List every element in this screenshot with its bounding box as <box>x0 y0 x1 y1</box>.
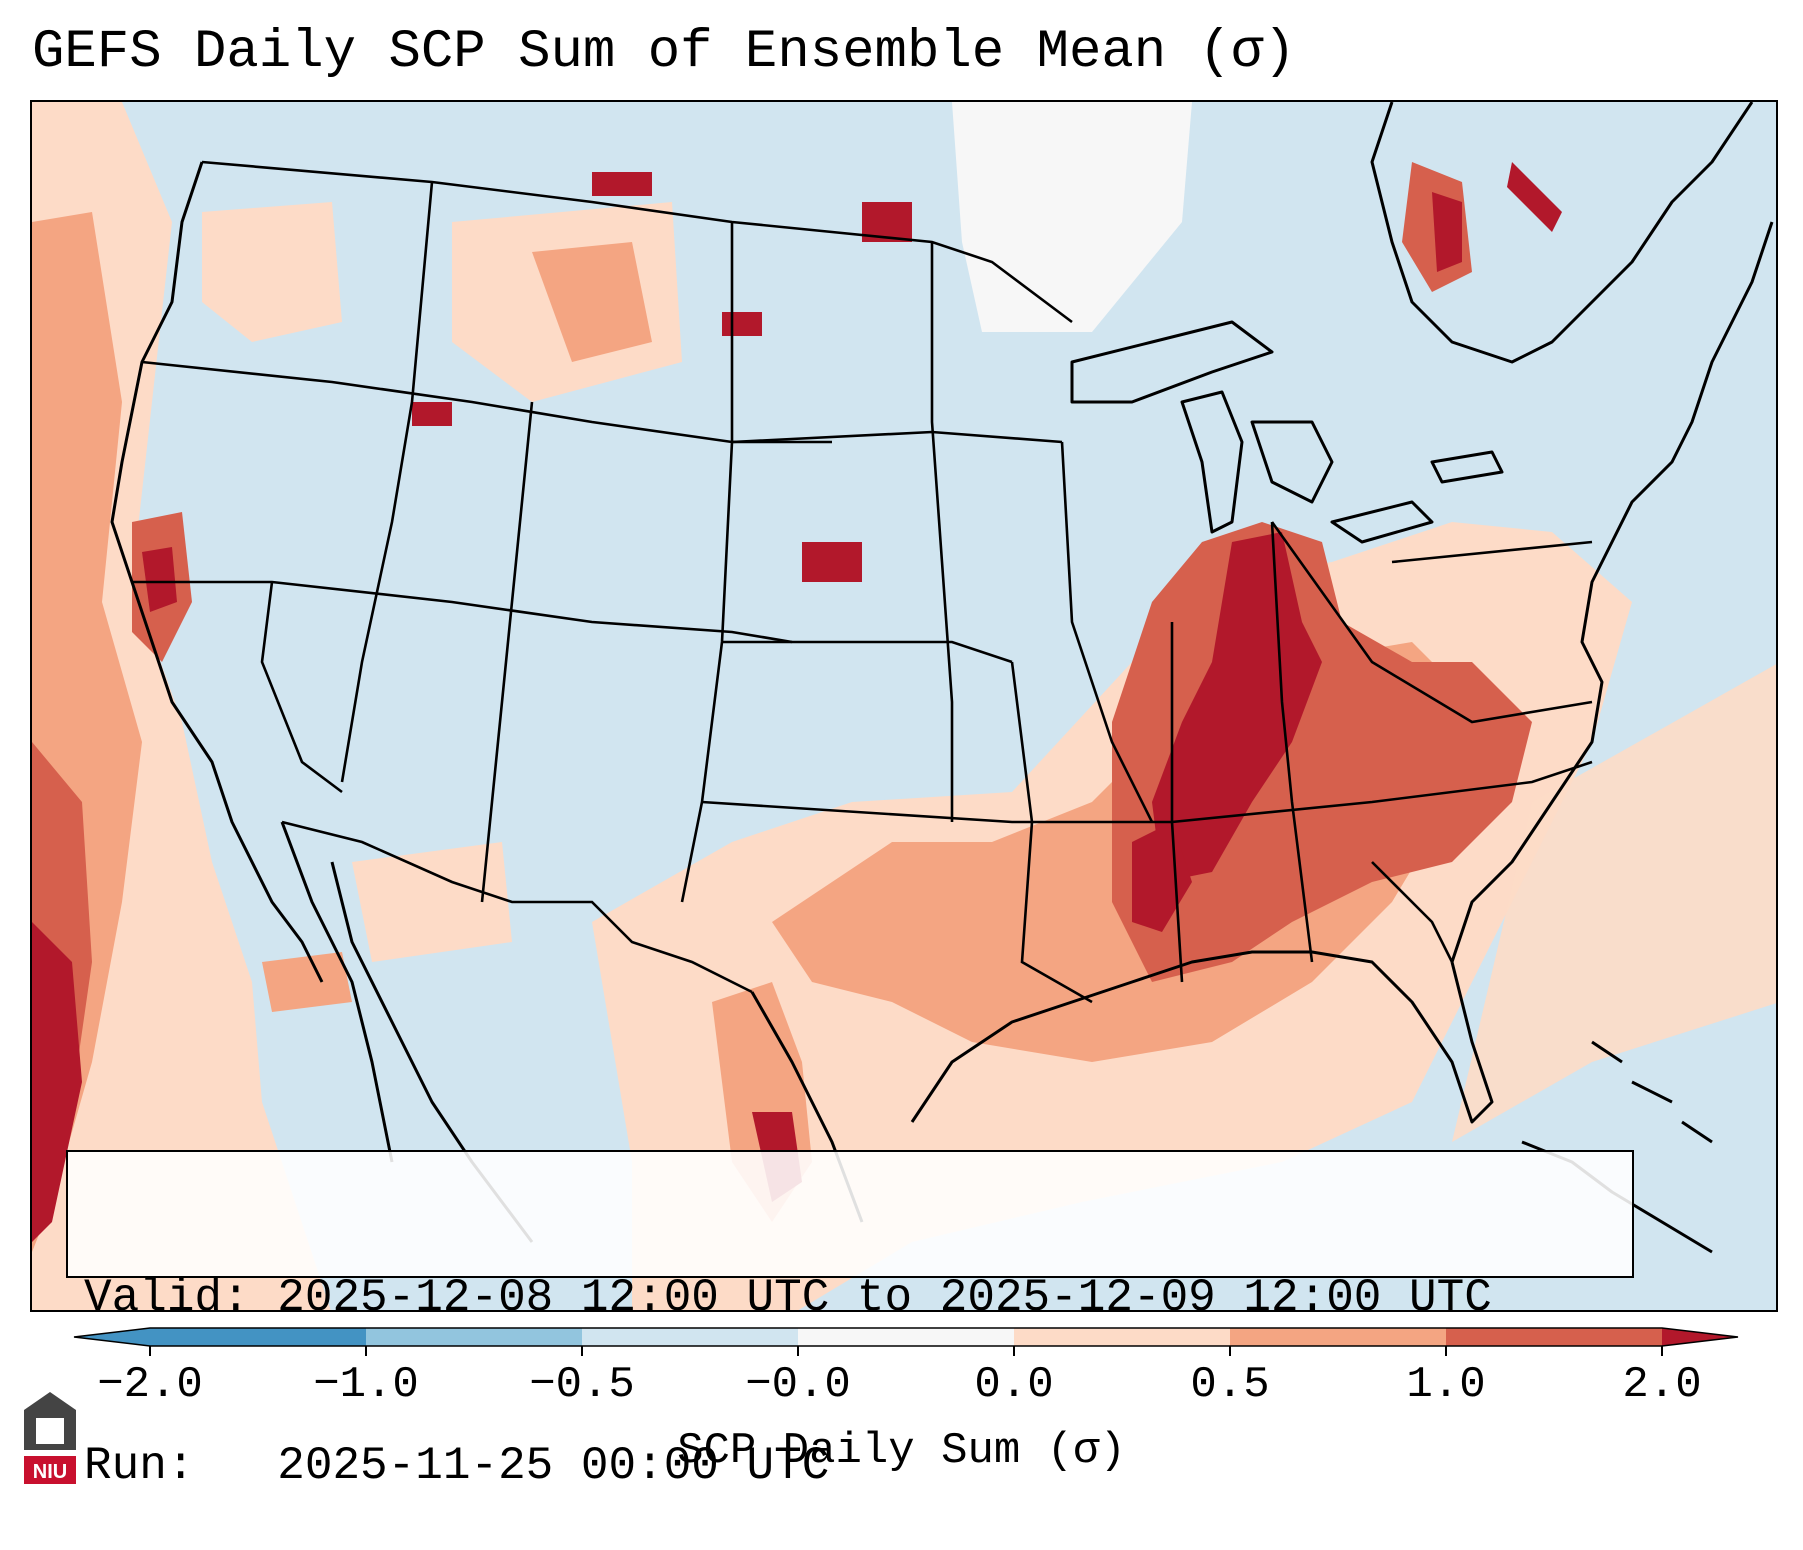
atlantic-coastline <box>1450 221 1774 963</box>
state-line-south-carolina <box>1371 861 1454 963</box>
colorbar-segment <box>582 1328 799 1346</box>
state-line-tennessee <box>701 760 1593 824</box>
canada-coastline <box>1370 102 1754 364</box>
logo-window <box>36 1418 64 1444</box>
colorbar-tick-label: −1.0 <box>313 1360 419 1410</box>
quebec-max <box>1432 192 1462 272</box>
lake-michigan <box>1180 390 1244 534</box>
pacific-max-core <box>32 922 82 1242</box>
political-borders <box>132 160 1593 1004</box>
colorbar-extend-low <box>74 1328 150 1346</box>
state-line-idaho-west <box>340 181 434 783</box>
az-light <box>352 842 512 962</box>
lake-huron <box>1250 420 1334 504</box>
state-line-georgia <box>1270 521 1314 963</box>
colorbar-tick-label: −0.0 <box>745 1360 851 1410</box>
colorbar-segment <box>798 1328 1015 1346</box>
run-time-line: Run: 2025-11-25 00:00 UTC <box>84 1440 830 1492</box>
colorbar-tick-label: −2.0 <box>97 1360 203 1410</box>
state-line-arkansas <box>1010 661 1093 1004</box>
state-line-dakota <box>731 430 1063 444</box>
nd-max-2 <box>722 312 762 336</box>
state-line-plains <box>930 242 954 822</box>
us-mexico-border <box>281 820 753 994</box>
state-line-nevada <box>260 581 343 794</box>
quebec-max-2 <box>1507 162 1562 232</box>
logo-banner <box>24 1456 76 1484</box>
colorbar-segment <box>150 1328 367 1346</box>
colorbar-segment <box>366 1328 583 1346</box>
lake-superior <box>1070 320 1274 404</box>
neutral-zone-canada <box>952 102 1192 332</box>
colorbar-label: SCP Daily Sum (σ) <box>677 1426 1126 1476</box>
lake-erie <box>1330 500 1434 544</box>
state-line-utah <box>480 401 534 903</box>
pnw-light <box>202 202 342 342</box>
colorbar-tick-label: 2.0 <box>1622 1360 1702 1410</box>
max-core-indiana-tennessee <box>1152 532 1322 882</box>
state-line-illinois <box>1060 441 1154 823</box>
colorbar-segment <box>1446 1328 1663 1346</box>
scp-map <box>32 102 1776 1310</box>
id-max <box>412 402 452 426</box>
validity-info-box: Valid: 2025-12-08 12:00 UTC to 2025-12-0… <box>66 1150 1634 1492</box>
colorbar-segment <box>1014 1328 1231 1346</box>
colorbar-tick-label: 0.5 <box>1190 1360 1270 1410</box>
colorbar-tick-marks <box>149 1346 1663 1356</box>
state-line-kansas <box>722 640 1013 664</box>
state-line-mid <box>132 580 793 644</box>
colorbar <box>73 1327 1739 1356</box>
valid-time-line: Valid: 2025-12-08 12:00 UTC to 2025-12-0… <box>84 1272 1492 1324</box>
state-line-pennsylvania <box>1391 540 1593 564</box>
bahamas-outline <box>1591 1040 1713 1144</box>
baja-medium <box>262 952 352 1012</box>
colorbar-tick-label: −0.5 <box>529 1360 635 1410</box>
chart-title: GEFS Daily SCP Sum of Ensemble Mean (σ) <box>32 22 1296 83</box>
colorbar-segment <box>1230 1328 1447 1346</box>
mt-medium <box>532 242 652 362</box>
map-panel <box>30 100 1778 1312</box>
sd-max <box>802 542 862 582</box>
colorbar-extend-high <box>1662 1328 1738 1346</box>
lake-ontario <box>1430 450 1504 484</box>
state-line-alabama <box>1170 622 1184 983</box>
atlantic-light <box>1452 664 1776 1142</box>
colorbar-segments <box>73 1327 1739 1347</box>
us-canada-border <box>201 160 1073 324</box>
niu-logo: NIU <box>24 1392 76 1484</box>
logo-text: NIU <box>33 1461 67 1483</box>
colorbar-tick-label: 0.0 <box>974 1360 1054 1410</box>
norcal-max <box>142 547 177 612</box>
west-coastline <box>110 161 324 983</box>
colorbar-tick-label: 1.0 <box>1406 1360 1486 1410</box>
mt-max-3 <box>592 172 652 196</box>
state-line-virginia <box>1270 521 1593 724</box>
